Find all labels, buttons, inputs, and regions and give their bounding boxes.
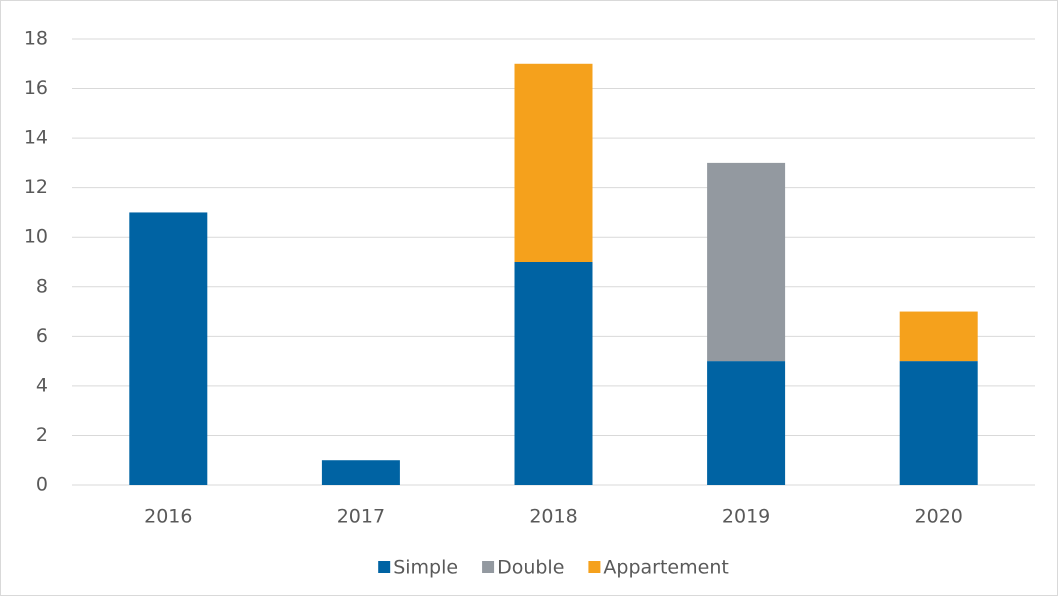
bar-segment (899, 311, 978, 362)
y-tick-label: 16 (24, 77, 48, 99)
y-tick-label: 14 (24, 127, 48, 149)
y-tick-label: 8 (36, 275, 48, 297)
legend-label: Double (497, 557, 564, 579)
x-tick-label: 2020 (915, 506, 963, 528)
bar-segment (707, 361, 786, 485)
y-tick-label: 6 (36, 325, 48, 347)
x-tick-label: 2019 (722, 506, 770, 528)
y-tick-label: 12 (24, 176, 48, 198)
y-tick-label: 4 (36, 374, 48, 396)
legend-label: Appartement (603, 557, 728, 579)
legend-label: Simple (393, 557, 458, 579)
bar-segment (514, 262, 593, 485)
x-tick-label: 2017 (337, 506, 385, 528)
bar-segment (129, 212, 208, 485)
y-tick-label: 10 (24, 226, 48, 248)
bar-segment (514, 63, 593, 263)
x-tick-label: 2018 (529, 506, 577, 528)
legend-swatch (588, 561, 601, 573)
legend-swatch (378, 561, 391, 573)
bar-segment (707, 162, 786, 362)
y-tick-label: 0 (36, 474, 48, 496)
bar-segment (899, 361, 978, 485)
y-tick-label: 18 (24, 28, 48, 50)
legend-swatch (482, 561, 495, 573)
bar-segment (321, 460, 400, 485)
y-tick-label: 2 (36, 424, 48, 446)
x-tick-label: 2016 (144, 506, 192, 528)
